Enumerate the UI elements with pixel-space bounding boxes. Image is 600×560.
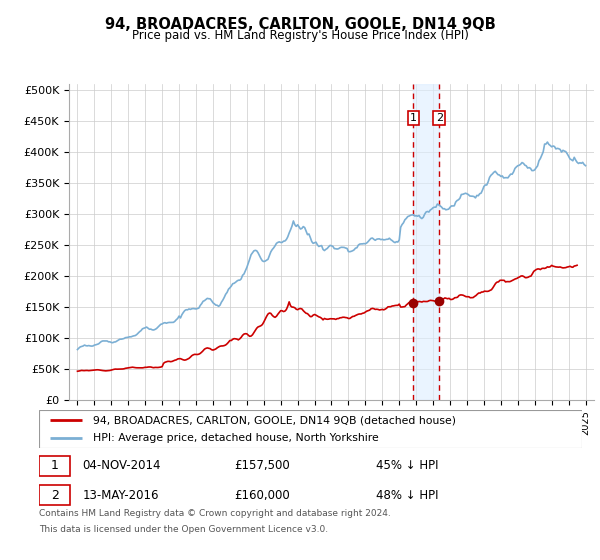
Text: 13-MAY-2016: 13-MAY-2016 xyxy=(82,488,159,502)
Text: Price paid vs. HM Land Registry's House Price Index (HPI): Price paid vs. HM Land Registry's House … xyxy=(131,29,469,42)
Text: 48% ↓ HPI: 48% ↓ HPI xyxy=(376,488,438,502)
Text: £160,000: £160,000 xyxy=(235,488,290,502)
Text: 94, BROADACRES, CARLTON, GOOLE, DN14 9QB: 94, BROADACRES, CARLTON, GOOLE, DN14 9QB xyxy=(104,17,496,32)
Text: 1: 1 xyxy=(51,459,59,473)
Text: 2: 2 xyxy=(436,113,443,123)
Text: 94, BROADACRES, CARLTON, GOOLE, DN14 9QB (detached house): 94, BROADACRES, CARLTON, GOOLE, DN14 9QB… xyxy=(94,415,457,425)
Text: £157,500: £157,500 xyxy=(235,459,290,473)
Text: 45% ↓ HPI: 45% ↓ HPI xyxy=(376,459,438,473)
Text: This data is licensed under the Open Government Licence v3.0.: This data is licensed under the Open Gov… xyxy=(39,525,328,534)
Text: HPI: Average price, detached house, North Yorkshire: HPI: Average price, detached house, Nort… xyxy=(94,433,379,443)
Text: 2: 2 xyxy=(51,488,59,502)
Bar xyxy=(39,456,70,476)
Bar xyxy=(413,84,439,400)
Text: 04-NOV-2014: 04-NOV-2014 xyxy=(82,459,161,473)
Text: 1: 1 xyxy=(410,113,417,123)
Text: Contains HM Land Registry data © Crown copyright and database right 2024.: Contains HM Land Registry data © Crown c… xyxy=(39,509,391,518)
Bar xyxy=(39,485,70,505)
